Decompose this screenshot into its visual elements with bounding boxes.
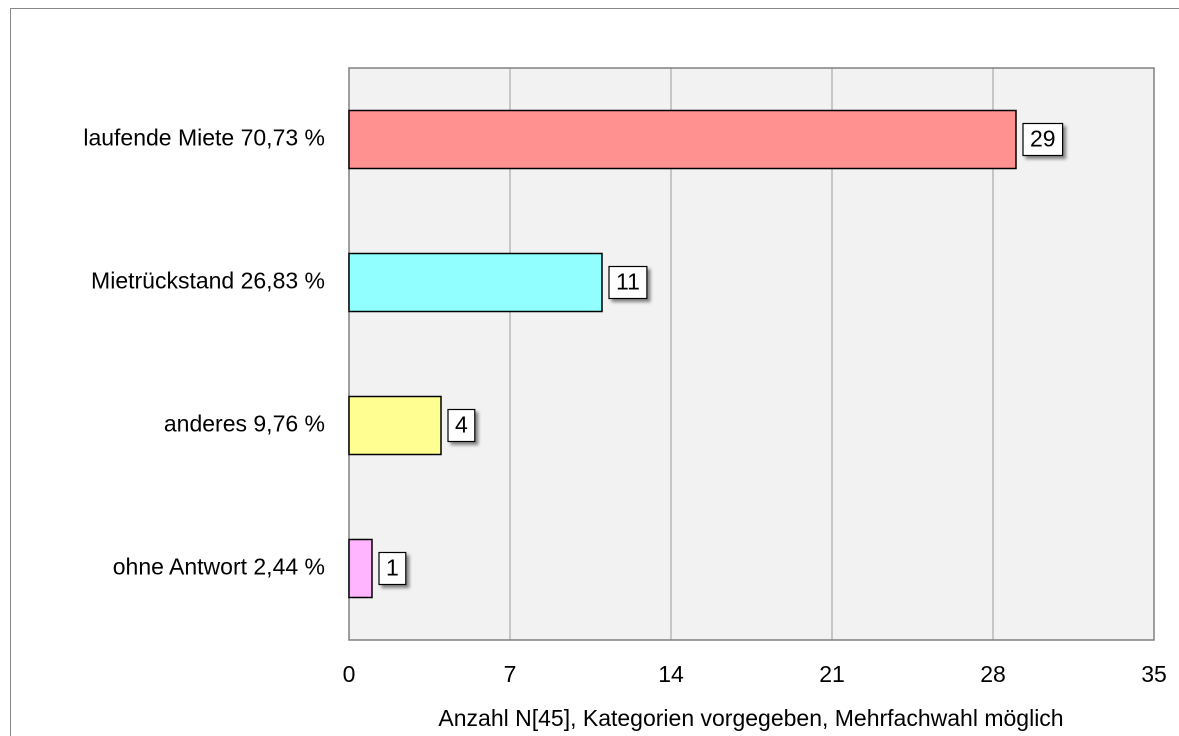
- x-axis-label: Anzahl N[45], Kategorien vorgegeben, Meh…: [438, 705, 1063, 731]
- y-tick-label: ohne Antwort 2,44 %: [113, 554, 325, 580]
- value-label: 29: [1030, 126, 1056, 152]
- value-label-box: [447, 408, 476, 443]
- value-label: 11: [616, 269, 640, 295]
- y-tick-label: Mietrückstand 26,83 %: [91, 268, 325, 294]
- bar: [348, 538, 373, 599]
- bar: [348, 252, 603, 313]
- x-tick-label: 35: [1141, 661, 1167, 687]
- value-label-box: [608, 265, 648, 300]
- value-label-box: [378, 551, 407, 586]
- y-tick-label: anderes 9,76 %: [164, 411, 325, 437]
- x-tick-label: 0: [343, 661, 356, 687]
- x-tick-label: 28: [980, 661, 1006, 687]
- bar: [348, 109, 1017, 170]
- value-label-box: [1022, 122, 1064, 157]
- value-label: 4: [455, 412, 468, 438]
- bar: [348, 395, 442, 456]
- value-label: 1: [386, 555, 399, 581]
- x-tick-label: 21: [819, 661, 845, 687]
- x-tick-label: 14: [658, 661, 684, 687]
- plot-border: [348, 67, 1155, 641]
- y-tick-label: laufende Miete 70,73 %: [83, 125, 325, 151]
- x-tick-label: 7: [504, 661, 517, 687]
